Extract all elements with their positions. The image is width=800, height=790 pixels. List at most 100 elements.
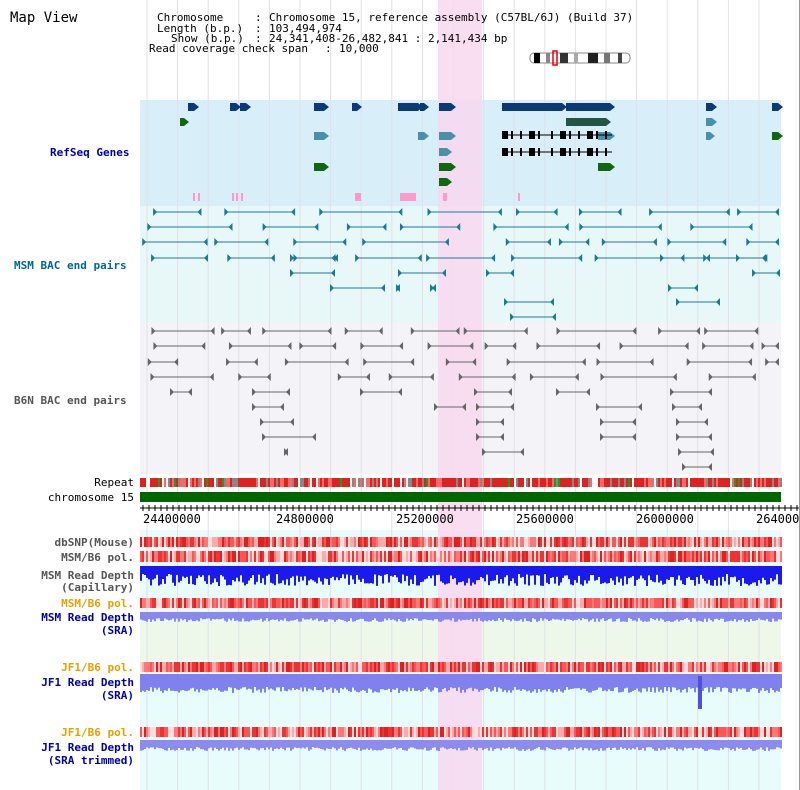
depth-bar — [502, 740, 504, 748]
depth-bar — [718, 740, 720, 751]
heat-cell — [266, 551, 268, 562]
jf1-read-depth-trimmed-label[interactable]: JF1 Read Depth — [41, 741, 134, 754]
depth-bar — [542, 612, 544, 621]
depth-bar — [488, 566, 490, 586]
heat-cell — [524, 727, 526, 737]
depth-bar — [310, 740, 312, 750]
depth-bar — [746, 566, 748, 585]
repeat-segment — [250, 478, 252, 487]
depth-bar — [376, 566, 378, 586]
heat-cell — [238, 662, 240, 672]
heat-cell — [262, 551, 264, 562]
heat-cell — [264, 662, 266, 672]
depth-bar — [174, 740, 176, 751]
ideogram-band — [560, 53, 568, 63]
heat-cell — [614, 551, 616, 562]
depth-bar — [656, 674, 658, 688]
msm-bac-label[interactable]: MSM BAC end pairs — [14, 259, 127, 272]
msm-read-depth-capillary-label[interactable]: MSM Read Depth — [41, 569, 134, 582]
jf1-read-depth-sra-label[interactable]: JF1 Read Depth — [41, 676, 134, 689]
depth-bar — [340, 740, 342, 748]
repeat-segment — [692, 478, 694, 487]
heat-cell — [404, 537, 406, 547]
depth-bar — [340, 612, 342, 620]
depth-bar — [548, 740, 550, 749]
heat-cell — [434, 662, 436, 672]
depth-bar — [362, 740, 364, 750]
depth-bar — [238, 674, 240, 690]
repeat-segment — [664, 478, 666, 487]
depth-bar — [558, 740, 560, 750]
depth-bar — [272, 612, 274, 620]
heat-cell — [270, 551, 272, 562]
heat-cell — [608, 598, 610, 608]
repeat-segment — [278, 478, 280, 487]
heat-cell — [176, 598, 178, 608]
heat-cell — [750, 598, 752, 608]
heat-cell — [752, 537, 754, 547]
depth-bar — [508, 612, 510, 620]
heat-cell — [172, 551, 174, 562]
msm-b6-pol-label-2[interactable]: MSM/B6 pol. — [61, 597, 134, 610]
depth-bar — [462, 674, 464, 690]
depth-bar — [298, 612, 300, 622]
depth-bar — [438, 566, 440, 575]
heat-cell — [660, 551, 662, 562]
depth-bar — [608, 674, 610, 690]
bac-end — [286, 388, 290, 396]
heat-cell — [758, 537, 760, 547]
depth-bar — [464, 740, 466, 751]
heat-cell — [248, 598, 250, 608]
heat-cell — [186, 537, 188, 547]
dbsnp-label[interactable]: dbSNP(Mouse) — [54, 536, 134, 549]
heat-cell — [276, 551, 278, 562]
heat-cell — [720, 551, 722, 562]
heat-cell — [254, 662, 256, 672]
depth-bar — [714, 740, 716, 751]
heat-cell — [440, 551, 442, 562]
depth-bar — [658, 674, 660, 692]
msm-b6-pol-label-1[interactable]: MSM/B6 pol. — [61, 551, 134, 564]
jf1-b6-pol-label-2[interactable]: JF1/B6 pol. — [61, 726, 134, 739]
repeat-segment — [144, 478, 146, 487]
heat-cell — [494, 727, 496, 737]
heat-cell — [358, 551, 360, 562]
heat-cell — [568, 727, 570, 737]
depth-bar — [218, 674, 220, 691]
heat-cell — [460, 598, 462, 608]
heat-cell — [428, 727, 430, 737]
heat-cell — [778, 662, 780, 672]
heat-cell — [646, 662, 648, 672]
depth-bar — [702, 740, 704, 750]
repeat-segment — [508, 478, 510, 487]
heat-cell — [234, 662, 236, 672]
depth-bar — [274, 612, 276, 621]
repeat-segment — [438, 478, 440, 487]
heat-cell — [324, 551, 326, 562]
heat-cell — [546, 662, 548, 672]
depth-bar — [686, 612, 688, 619]
heat-cell — [184, 551, 186, 562]
depth-bar — [688, 740, 690, 749]
depth-bar — [182, 674, 184, 690]
depth-bar — [410, 612, 412, 619]
jf1-b6-pol-label-1[interactable]: JF1/B6 pol. — [61, 661, 134, 674]
heat-cell — [512, 727, 514, 737]
heat-cell — [302, 537, 304, 547]
depth-bar — [216, 674, 218, 689]
heat-cell — [564, 537, 566, 547]
heat-cell — [568, 662, 570, 672]
depth-bar — [476, 674, 478, 690]
refseq-genes-label[interactable]: RefSeq Genes — [50, 146, 130, 159]
b6n-bac-label[interactable]: B6N BAC end pairs — [14, 394, 127, 407]
depth-bar — [710, 674, 712, 688]
msm-read-depth-sra-label[interactable]: MSM Read Depth — [41, 611, 134, 624]
depth-bar — [572, 612, 574, 621]
heat-cell — [588, 537, 590, 547]
heat-cell — [698, 551, 700, 562]
heat-cell — [468, 537, 470, 547]
heat-cell — [510, 598, 512, 608]
gene-exon — [529, 131, 535, 139]
heat-cell — [146, 598, 148, 608]
heat-cell — [174, 598, 176, 608]
